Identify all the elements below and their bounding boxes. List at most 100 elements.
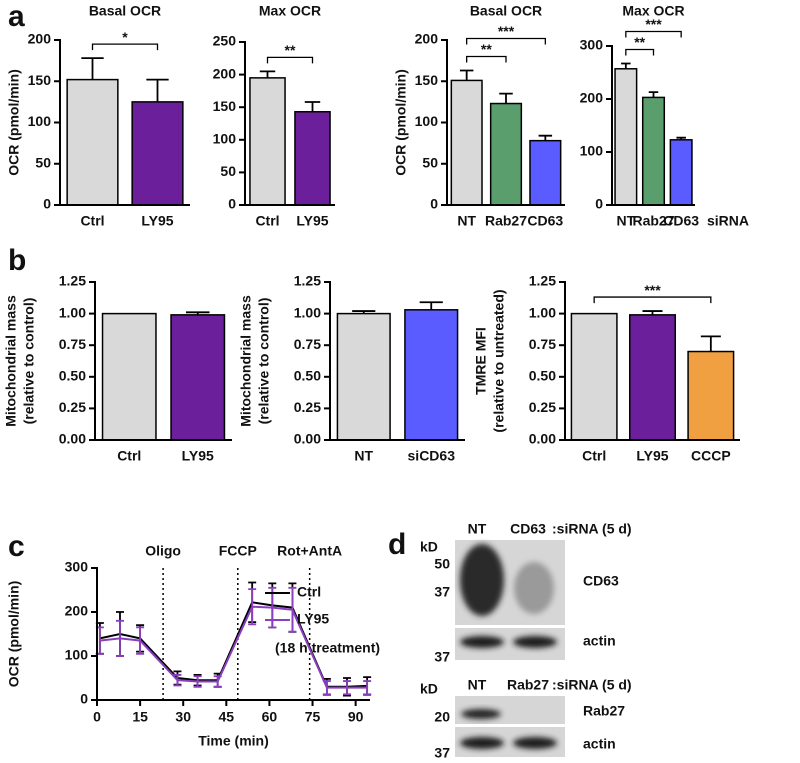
y-tick-label: 0.75 <box>294 336 321 352</box>
significance-bracket <box>625 30 682 38</box>
bar <box>131 101 184 206</box>
kd-label: kD <box>420 681 438 697</box>
error-bar <box>322 680 331 696</box>
y-tick-label: 0.50 <box>59 368 86 384</box>
y-tick-label: 0.25 <box>529 399 556 415</box>
y-axis-label: Mitochondrial mass <box>3 295 19 427</box>
series-line <box>99 605 368 689</box>
y-tick-label: 100 <box>28 113 52 129</box>
error-bar <box>304 101 321 112</box>
marker-label: 20 <box>434 709 450 725</box>
chart-title: Basal OCR <box>470 3 542 19</box>
band <box>461 709 501 719</box>
western-blot: kD NT CD63 :siRNA (5 d) 50 37 CD63 37 ac… <box>420 521 632 761</box>
y-tick-label: 50 <box>422 154 438 170</box>
significance-label: * <box>122 29 128 45</box>
y-tick-label: 0.00 <box>294 431 321 447</box>
y-tick-label: 200 <box>415 31 439 47</box>
significance-bracket <box>466 55 507 63</box>
y-axis-label: TMRE MFI <box>473 327 489 395</box>
significance-bracket <box>266 56 314 64</box>
bar <box>249 77 286 206</box>
marker-label: 50 <box>434 556 450 572</box>
error-bar <box>700 335 721 352</box>
target-label: actin <box>583 736 616 752</box>
error-bar <box>115 619 124 657</box>
y-axis-label: Mitochondrial mass <box>238 295 254 427</box>
significance-label: *** <box>645 16 662 32</box>
error-bar <box>288 586 297 633</box>
y-tick-label: 200 <box>213 65 237 81</box>
error-bar <box>213 675 222 688</box>
bar <box>450 79 483 206</box>
y-tick-label: 0.00 <box>59 431 86 447</box>
error-bar <box>146 78 169 102</box>
error-bar <box>352 310 376 314</box>
y-tick-label: 50 <box>220 163 236 179</box>
band <box>513 636 557 648</box>
condition-label: :siRNA (5 d) <box>552 521 632 537</box>
chart-title: Basal OCR <box>89 3 161 19</box>
y-tick-label: 0 <box>228 196 236 212</box>
error-bar <box>81 57 104 80</box>
y-tick-label: 0 <box>430 196 438 212</box>
error-bar <box>621 62 631 69</box>
y-tick-label: 1.25 <box>294 273 321 289</box>
band <box>460 544 504 616</box>
lane-label: Rab27 <box>507 677 549 693</box>
y-tick-label: 100 <box>415 113 439 129</box>
significance-label: ** <box>634 34 645 50</box>
x-tick-label: 30 <box>175 709 191 725</box>
x-tick-label: 60 <box>262 709 278 725</box>
x-tick-label: LY95 <box>296 213 328 229</box>
legend-label: Ctrl <box>297 584 321 600</box>
y-tick-label: 200 <box>580 90 604 106</box>
x-tick-label: Ctrl <box>255 213 279 229</box>
y-axis-label: OCR (pmol/min) <box>6 581 22 688</box>
bar <box>529 139 562 206</box>
target-label: CD63 <box>583 573 619 589</box>
y-tick-label: 200 <box>28 31 52 47</box>
y-tick-label: 150 <box>213 98 237 114</box>
band <box>460 737 504 749</box>
x-tick-label: NT <box>616 213 635 229</box>
x-tick-label: NT <box>354 448 373 464</box>
legend-label: LY95 <box>297 611 329 627</box>
error-bar <box>185 311 210 315</box>
x-tick-label: Rab27 <box>632 213 674 229</box>
x-tick-label: CD63 <box>527 213 563 229</box>
y-axis-label: (relative to control) <box>21 298 37 425</box>
y-tick-label: 1.00 <box>294 304 321 320</box>
y-tick-label: 1.00 <box>529 304 556 320</box>
lane-label: NT <box>468 677 487 693</box>
y-tick-label: 50 <box>35 154 51 170</box>
x-tick-label: CD63 <box>663 213 699 229</box>
bar <box>687 350 735 441</box>
significance-bracket <box>466 37 546 45</box>
bar <box>404 309 459 441</box>
x-tick-label: LY95 <box>636 448 668 464</box>
target-label: actin <box>583 633 616 649</box>
panel-label: d <box>388 528 406 561</box>
legend-note: (18 h treatment) <box>275 640 380 656</box>
band <box>514 562 554 614</box>
error-bar <box>459 69 474 81</box>
significance-label: ** <box>285 42 296 58</box>
x-axis-label: siRNA <box>707 213 749 229</box>
panel-label: a <box>8 0 25 33</box>
panel-label: c <box>8 530 25 563</box>
y-tick-label: 250 <box>213 33 237 49</box>
annotation-label: Oligo <box>145 543 181 559</box>
error-bar <box>419 301 443 310</box>
y-tick-label: 1.25 <box>59 273 86 289</box>
marker-label: 37 <box>434 649 450 665</box>
y-tick-label: 150 <box>28 72 52 88</box>
significance-bracket <box>91 43 159 51</box>
y-tick-label: 0.50 <box>529 368 556 384</box>
y-tick-label: 200 <box>65 603 89 619</box>
error-bar <box>538 134 553 141</box>
y-tick-label: 0.25 <box>59 399 86 415</box>
y-tick-label: 0 <box>43 196 51 212</box>
bar <box>336 312 391 441</box>
error-bar <box>363 680 372 696</box>
